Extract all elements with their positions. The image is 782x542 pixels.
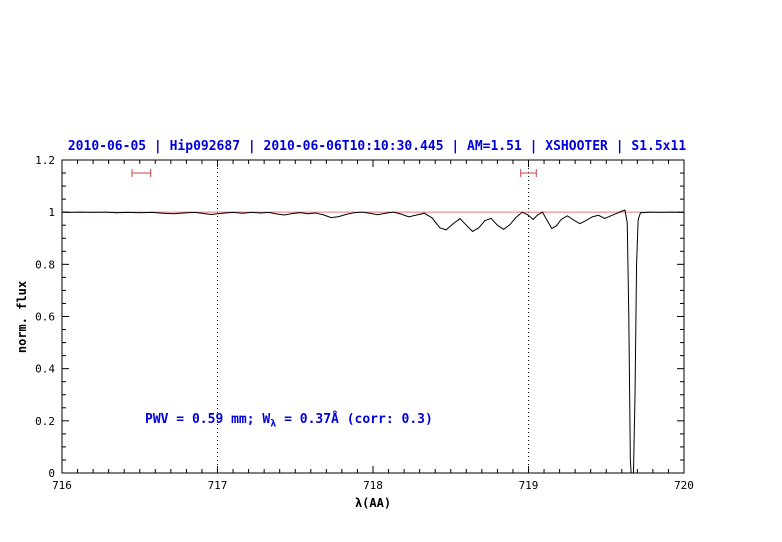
x-tick-label: 719 [519, 479, 539, 492]
pwv-annotation-suffix: = 0.37Å (corr: 0.3) [276, 412, 433, 427]
y-tick-label: 1.2 [35, 154, 55, 167]
pwv-annotation: PWV = 0.59 mm; Wλ = 0.37Å (corr: 0.3) [145, 412, 433, 430]
y-tick-label: 0.4 [35, 363, 55, 376]
x-tick-label: 716 [52, 479, 72, 492]
y-tick-label: 0.8 [35, 258, 55, 271]
lambda-subscript: λ [270, 418, 277, 430]
x-tick-label: 718 [363, 479, 383, 492]
plot-frame [61, 159, 685, 474]
x-tick-label: 720 [674, 479, 694, 492]
y-tick-label: 0.6 [35, 311, 55, 324]
observed-spectrum-line [61, 209, 685, 474]
y-tick-label: 0 [48, 467, 55, 480]
plot-title: 2010-06-05 | Hip092687 | 2010-06-06T10:1… [67, 139, 687, 154]
y-tick-label: 0.2 [35, 415, 55, 428]
pwv-annotation-prefix: PWV = 0.59 mm; W [145, 412, 271, 427]
x-tick-label: 717 [208, 479, 228, 492]
x-axis-label: λ(AA) [354, 496, 392, 510]
y-tick-label: 1 [48, 206, 55, 219]
